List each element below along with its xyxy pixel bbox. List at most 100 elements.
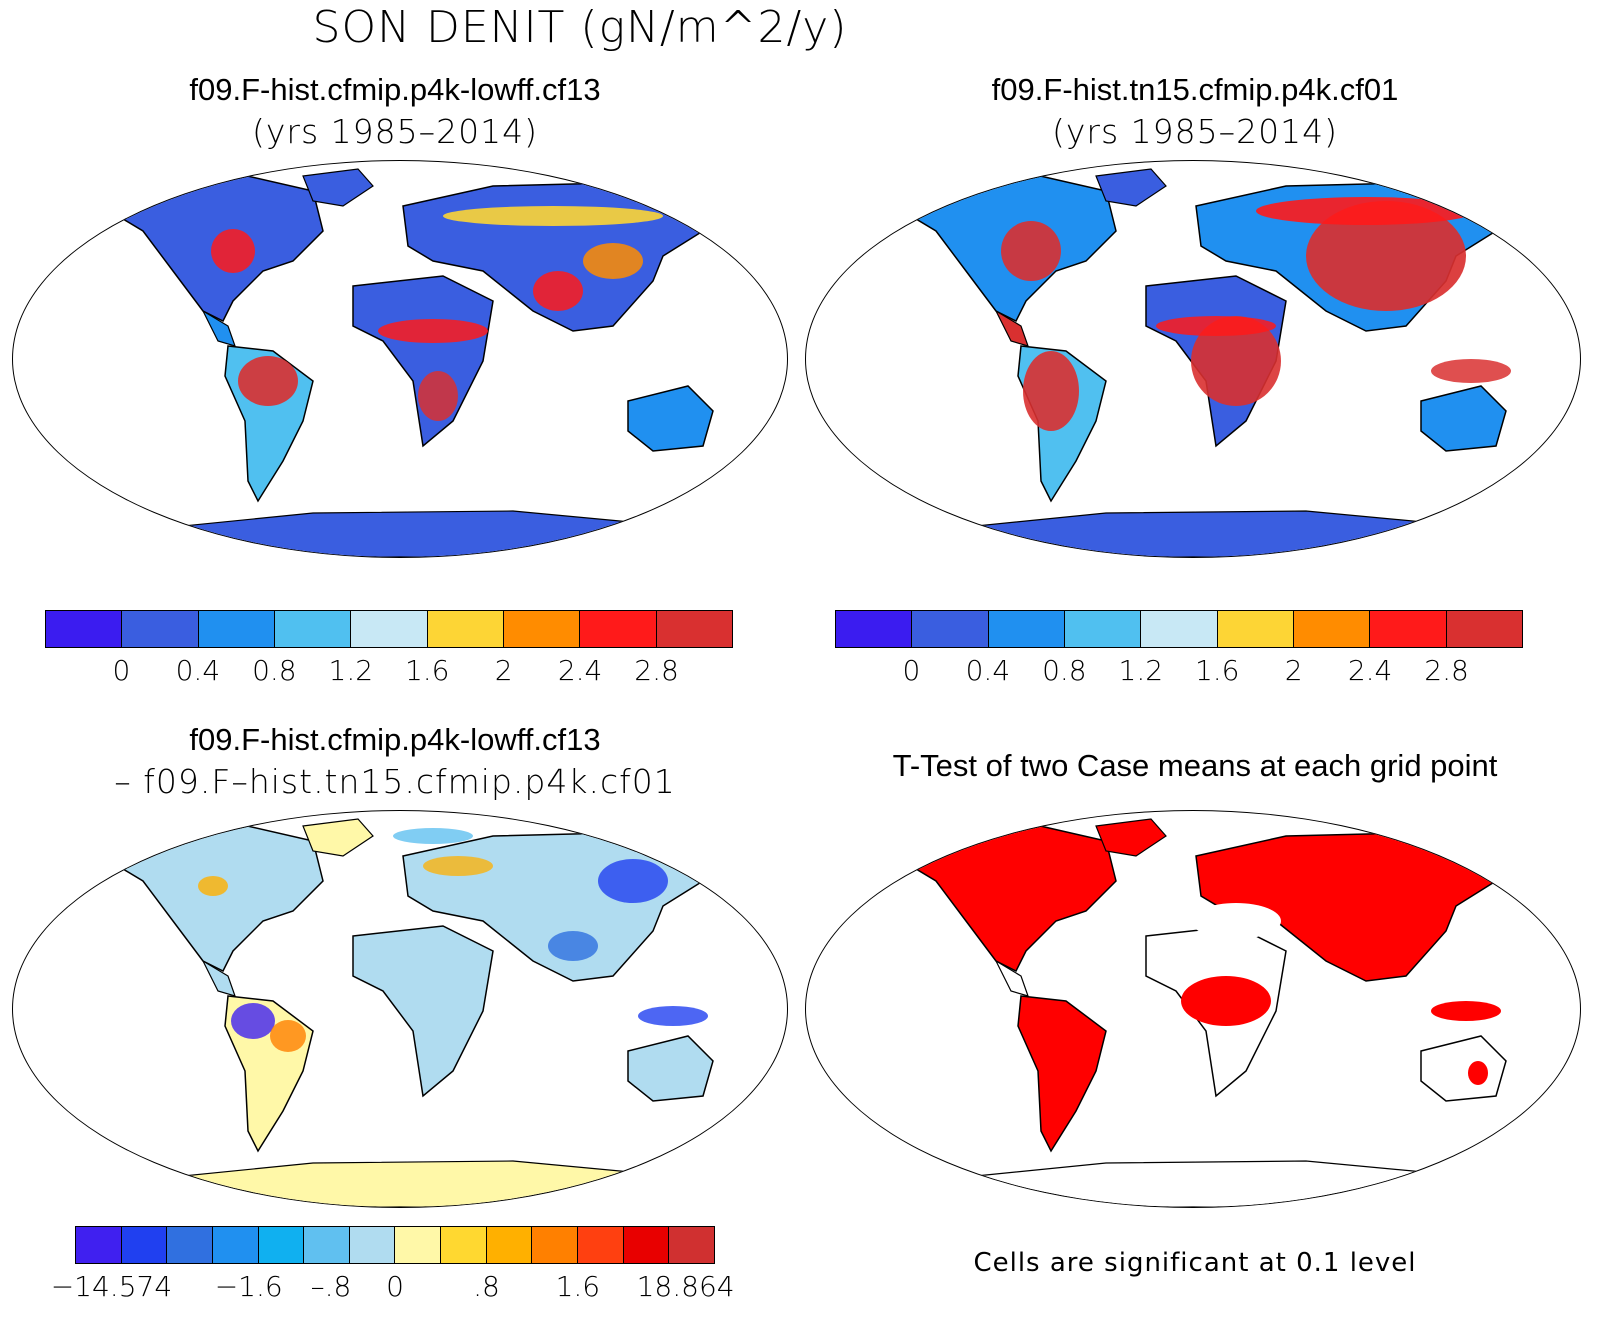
panel-subtitle-top-left: (yrs 1985–2014) (252, 112, 538, 151)
tick-label: −14.574 (50, 1270, 173, 1303)
colorbar-cell (395, 1227, 442, 1263)
colorbar-cell (349, 1227, 396, 1263)
tick-label: 1.6 (1194, 654, 1240, 687)
region-indonesia-high (1431, 359, 1511, 383)
land-central-america (994, 959, 1029, 997)
tick-label: –.8 (310, 1270, 352, 1303)
colorbar-cell (1370, 611, 1447, 647)
colorbar-top-left-ticks: 0 0.4 0.8 1.2 1.6 2 2.4 2.8 (45, 648, 733, 687)
land-central-america (201, 309, 236, 347)
region-east-asia-negative (598, 859, 668, 903)
map-top-right-graphic (884, 168, 1511, 557)
colorbar-cell (580, 611, 657, 647)
land-africa (352, 275, 494, 448)
land-greenland (302, 818, 374, 857)
colorbar-top-left-swatches (45, 610, 733, 648)
land-australia (627, 385, 714, 452)
colorbar-cell (258, 1227, 305, 1263)
colorbar-cell (274, 611, 352, 647)
land-greenland (1095, 168, 1167, 207)
land-north-america (91, 174, 324, 323)
tick-label: 2 (1284, 654, 1303, 687)
colorbar-cell (503, 611, 581, 647)
colorbar-bottom-left-ticks: −14.574 −1.6 –.8 0 .8 1.6 18.864 (51, 1264, 735, 1303)
map-top-left (12, 160, 788, 558)
region-amazon-negative (231, 1003, 275, 1039)
land-antarctica (112, 510, 714, 557)
region-amazon-positive (270, 1020, 306, 1052)
colorbar-cell (669, 1227, 714, 1263)
panel-title-bottom-right: T-Test of two Case means at each grid po… (892, 748, 1498, 783)
colorbar-cell (212, 1227, 259, 1263)
land-central-america (994, 309, 1029, 347)
colorbar-top-right-ticks: 0 0.4 0.8 1.2 1.6 2 2.4 2.8 (835, 648, 1523, 687)
region-south-america-high (1023, 351, 1079, 431)
land-north-america (884, 174, 1117, 323)
region-siberia-band (443, 206, 663, 226)
region-china-mid (583, 243, 643, 279)
colorbar-cell (912, 611, 989, 647)
land-north-america (91, 824, 324, 973)
panel-subtitle-bottom-left: – f09.F–hist.tn15.cfmip.p4k.cf01 (114, 762, 676, 801)
region-east-us-high (1001, 221, 1061, 281)
colorbar-cell (1446, 611, 1522, 647)
tick-label: 0 (902, 654, 921, 687)
map-bottom-right-graphic (884, 818, 1507, 1207)
tick-label: −1.6 (214, 1270, 283, 1303)
colorbar-cell (1293, 611, 1371, 647)
colorbar-cell (198, 611, 275, 647)
tick-label: 18.864 (636, 1270, 735, 1303)
region-amazon-high (238, 356, 298, 406)
land-australia (627, 1035, 714, 1102)
tick-label: 1.6 (404, 654, 450, 687)
tick-label: 2.4 (1347, 654, 1393, 687)
land-greenland (1095, 818, 1167, 857)
tick-label: 2 (494, 654, 513, 687)
tick-label: 2.4 (557, 654, 603, 687)
colorbar-cell (76, 1227, 122, 1263)
colorbar-cell (121, 1227, 168, 1263)
region-sahel-high (1156, 316, 1276, 336)
panel-subtitle-top-right: (yrs 1985–2014) (1052, 112, 1338, 151)
region-indonesia-negative (638, 1006, 708, 1026)
colorbar-cell (532, 1227, 579, 1263)
tick-label: 0 (112, 654, 131, 687)
tick-label: 2.8 (634, 654, 679, 687)
colorbar-cell (1217, 611, 1294, 647)
colorbar-cell (46, 611, 123, 647)
colorbar-cell (427, 611, 504, 647)
region-indonesia-significant (1431, 1001, 1501, 1021)
region-siberia-high (1256, 197, 1476, 225)
colorbar-cell (1064, 611, 1142, 647)
tick-label: 0.4 (965, 654, 1011, 687)
region-asia-high (1306, 201, 1466, 311)
tick-label: 1.6 (555, 1270, 601, 1303)
significance-note: Cells are significant at 0.1 level (973, 1248, 1417, 1278)
region-africa-high (1191, 316, 1281, 406)
colorbar-cell (623, 1227, 670, 1263)
panel-title-bottom-left: f09.F-hist.cfmip.p4k-lowff.cf13 (189, 722, 601, 757)
colorbar-cell (656, 611, 732, 647)
colorbar-cell (304, 1227, 350, 1263)
tick-label: 0.8 (252, 654, 297, 687)
tick-label: 2.8 (1424, 654, 1469, 687)
tick-label: 1.2 (1118, 654, 1164, 687)
region-australia-significant (1468, 1061, 1488, 1085)
tick-label: .8 (473, 1270, 500, 1303)
colorbar-cell (1141, 611, 1218, 647)
colorbar-bottom-left: −14.574 −1.6 –.8 0 .8 1.6 18.864 (51, 1226, 735, 1303)
land-antarctica (112, 1160, 714, 1207)
tick-label: 0.4 (175, 654, 221, 687)
figure-title: SON DENIT (gN/m^2/y) (312, 2, 848, 53)
colorbar-cell (351, 611, 428, 647)
colorbar-cell (122, 611, 199, 647)
colorbar-top-right: 0 0.4 0.8 1.2 1.6 2 2.4 2.8 (835, 610, 1523, 687)
land-north-america (884, 824, 1117, 973)
region-sahel-high (378, 319, 488, 343)
land-greenland (302, 168, 374, 207)
region-south-africa-high (418, 371, 458, 421)
colorbar-bottom-left-swatches (75, 1226, 715, 1264)
tick-label: 0.8 (1042, 654, 1087, 687)
tick-label: 1.2 (328, 654, 374, 687)
colorbar-cell (578, 1227, 624, 1263)
